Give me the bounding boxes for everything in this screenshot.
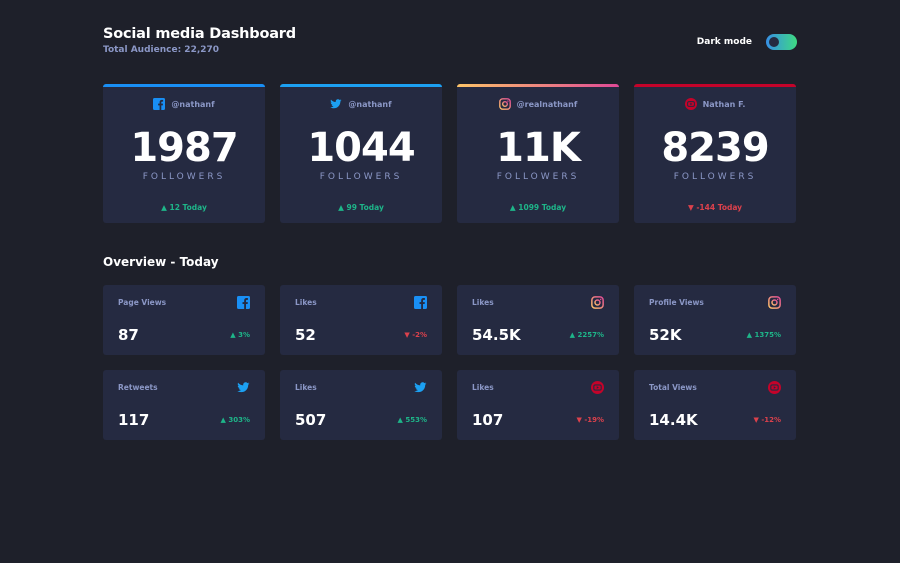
handle-text: @nathanf — [348, 99, 392, 109]
follower-cards: @nathanf 1987 FOLLOWERS ▲ 12 Today @nath… — [103, 84, 796, 223]
tile-change: ▼ -19% — [576, 416, 604, 424]
follower-count: 8239 — [661, 125, 769, 171]
dark-mode-toggle[interactable] — [766, 34, 797, 50]
card-handle: @nathanf — [280, 98, 442, 110]
tile-label: Likes — [295, 298, 317, 307]
youtube-icon — [768, 381, 781, 394]
tile-value: 107 — [472, 411, 504, 429]
handle-text: @nathanf — [171, 99, 215, 109]
facebook-icon — [414, 296, 427, 309]
tile-value: 117 — [118, 411, 150, 429]
overview-tile-facebook-likes[interactable]: Likes 52 ▼ -2% — [280, 285, 442, 355]
tile-label: Total Views — [649, 383, 697, 392]
follower-count: 1044 — [307, 125, 415, 171]
card-handle: Nathan F. — [634, 98, 796, 110]
overview-tile-twitter-likes[interactable]: Likes 507 ▲ 553% — [280, 370, 442, 440]
followers-label: FOLLOWERS — [673, 172, 757, 182]
followers-label: FOLLOWERS — [496, 172, 580, 182]
tile-label: Likes — [472, 298, 494, 307]
follower-count: 1987 — [130, 125, 238, 171]
overview-tile-youtube-likes[interactable]: Likes 107 ▼ -19% — [457, 370, 619, 440]
card-facebook[interactable]: @nathanf 1987 FOLLOWERS ▲ 12 Today — [103, 84, 265, 223]
dark-mode-label: Dark mode — [696, 37, 752, 47]
tile-change: ▲ 553% — [397, 416, 427, 424]
youtube-icon — [591, 381, 604, 394]
youtube-icon — [684, 98, 697, 110]
tile-value: 54.5K — [472, 326, 521, 344]
tile-change: ▲ 1375% — [746, 331, 781, 339]
tile-label: Retweets — [118, 383, 158, 392]
facebook-icon — [153, 98, 166, 110]
followers-label: FOLLOWERS — [142, 172, 226, 182]
twitter-icon — [237, 381, 250, 394]
card-accent-bar — [634, 84, 796, 87]
total-audience: Total Audience: 22,270 — [103, 45, 220, 55]
today-change: ▲ 12 Today — [161, 203, 207, 212]
card-instagram[interactable]: @realnathanf 11K FOLLOWERS ▲ 1099 Today — [457, 84, 619, 223]
tile-value: 507 — [295, 411, 327, 429]
card-accent-bar — [280, 84, 442, 87]
handle-text: Nathan F. — [702, 99, 746, 109]
follower-count: 11K — [496, 125, 581, 171]
card-accent-bar — [103, 84, 265, 87]
tile-value: 14.4K — [649, 411, 698, 429]
tile-change: ▲ 303% — [220, 416, 250, 424]
twitter-icon — [330, 98, 342, 110]
tile-value: 87 — [118, 326, 139, 344]
tile-label: Likes — [295, 383, 317, 392]
overview-title: Overview - Today — [103, 255, 219, 269]
tile-change: ▼ -2% — [404, 331, 427, 339]
overview-grid: Page Views 87 ▲ 3% Likes 52 ▼ -2% Likes … — [103, 285, 796, 440]
tile-change: ▲ 3% — [230, 331, 250, 339]
instagram-icon — [591, 296, 604, 309]
overview-tile-youtube-total-views[interactable]: Total Views 14.4K ▼ -12% — [634, 370, 796, 440]
card-accent-bar — [457, 84, 619, 87]
overview-tile-instagram-profile-views[interactable]: Profile Views 52K ▲ 1375% — [634, 285, 796, 355]
tile-label: Profile Views — [649, 298, 704, 307]
twitter-icon — [414, 381, 427, 394]
toggle-knob — [769, 37, 779, 47]
card-twitter[interactable]: @nathanf 1044 FOLLOWERS ▲ 99 Today — [280, 84, 442, 223]
dark-mode-control: Dark mode — [697, 34, 797, 50]
overview-tile-twitter-retweets[interactable]: Retweets 117 ▲ 303% — [103, 370, 265, 440]
card-handle: @nathanf — [103, 98, 265, 110]
overview-tile-instagram-likes[interactable]: Likes 54.5K ▲ 2257% — [457, 285, 619, 355]
card-handle: @realnathanf — [457, 98, 619, 110]
today-change: ▲ 1099 Today — [509, 203, 567, 212]
overview-tile-facebook-page-views[interactable]: Page Views 87 ▲ 3% — [103, 285, 265, 355]
tile-label: Likes — [472, 383, 494, 392]
tile-label: Page Views — [118, 298, 167, 307]
followers-label: FOLLOWERS — [319, 172, 403, 182]
today-change: ▼ -144 Today — [687, 203, 743, 212]
today-change: ▲ 99 Today — [338, 203, 384, 212]
page-title: Social media Dashboard — [103, 26, 296, 42]
tile-change: ▲ 2257% — [569, 331, 604, 339]
instagram-icon — [498, 98, 511, 110]
handle-text: @realnathanf — [516, 99, 578, 109]
facebook-icon — [237, 296, 250, 309]
tile-value: 52 — [295, 326, 316, 344]
dashboard-header: Social media Dashboard Total Audience: 2… — [103, 24, 797, 64]
instagram-icon — [768, 296, 781, 309]
tile-value: 52K — [649, 326, 682, 344]
card-youtube[interactable]: Nathan F. 8239 FOLLOWERS ▼ -144 Today — [634, 84, 796, 223]
tile-change: ▼ -12% — [753, 416, 781, 424]
